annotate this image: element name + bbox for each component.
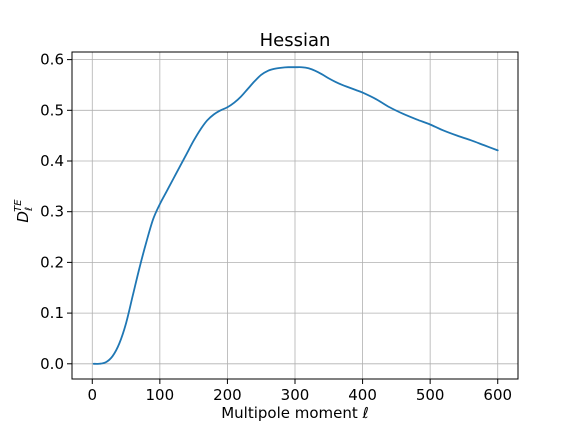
x-tick-label: 500: [416, 386, 445, 404]
y-tick-label: 0.3: [40, 203, 64, 221]
grid-layer: [72, 52, 518, 379]
y-tick-label: 0.4: [40, 152, 64, 170]
y-tick-label: 0.5: [40, 101, 64, 119]
x-tick-label: 0: [87, 386, 97, 404]
x-tick-label: 200: [213, 386, 242, 404]
tick-layer: 0 100 200 300 400 500 600 0.0 0.1 0.2 0.3 0.4 0.5 0.6: [40, 51, 512, 404]
x-tick-label: 600: [483, 386, 512, 404]
series-line: [92, 66, 499, 365]
x-tick-label: 100: [146, 386, 175, 404]
data-layer: [92, 66, 499, 365]
x-axis-title: Multipole moment ℓ: [221, 404, 369, 422]
chart-title: Hessian: [260, 30, 331, 51]
x-tick-label: 300: [281, 386, 310, 404]
y-tick-label: 0.1: [40, 304, 64, 322]
y-axis-title: DℓTE: [13, 199, 35, 223]
y-tick-label: 0.0: [40, 355, 64, 373]
y-axis-title-superscript: TE: [13, 199, 24, 212]
y-tick-label: 0.2: [40, 253, 64, 271]
y-axis-title-subscript: ℓ: [24, 207, 35, 211]
y-tick-label: 0.6: [40, 51, 64, 69]
y-axis-title-base: D: [14, 211, 32, 223]
x-tick-label: 400: [348, 386, 377, 404]
